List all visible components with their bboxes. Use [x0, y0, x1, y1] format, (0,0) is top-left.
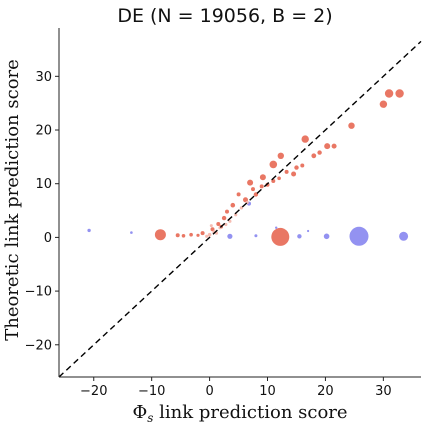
x-tick-label--10: −10	[138, 384, 165, 399]
scatter-point-s0-7	[277, 152, 284, 159]
scatter-point-s2-1	[399, 231, 409, 241]
scatter-point-s0-27	[259, 184, 264, 189]
scatter-point-s0-0	[395, 89, 404, 98]
plot-area	[58, 40, 422, 378]
scatter-point-s2-10	[254, 234, 258, 238]
scatter-point-s0-15	[284, 169, 289, 174]
y-axis-label: Theoretic link prediction score	[2, 59, 23, 341]
scatter-point-s1-7	[239, 206, 243, 210]
scatter-point-s0-18	[236, 192, 241, 197]
scatter-point-s2-9	[307, 229, 310, 233]
x-tick-label-0: 0	[205, 384, 213, 399]
scatter-point-s2-8	[275, 226, 278, 229]
y-tick-label--10: −10	[25, 285, 52, 300]
scatter-point-s0-5	[331, 143, 337, 149]
scatter-point-s0-9	[259, 174, 266, 181]
scatter-point-s0-31	[277, 176, 281, 181]
scatter-point-s2-5	[87, 228, 91, 233]
scatter-point-s2-4	[227, 233, 233, 239]
scatter-point-s0-10	[247, 179, 254, 186]
scatter-point-s0-4	[324, 143, 331, 150]
scatter-point-s1-0	[207, 232, 212, 237]
scatter-point-s0-30	[251, 187, 255, 192]
scatter-point-s0-20	[225, 209, 229, 214]
x-tick-label-30: 30	[375, 384, 392, 399]
scatter-point-s0-33	[271, 227, 290, 246]
y-axis-ticks: −20 −10 0 10 20 30	[25, 70, 59, 353]
x-axis-ticks: −20 −10 0 10 20 30	[80, 377, 392, 399]
scatter-point-s0-19	[230, 202, 236, 208]
scatter-point-s0-11	[311, 153, 317, 159]
x-tick-label-20: 20	[317, 384, 334, 399]
scatter-point-s0-37	[196, 233, 200, 237]
scatter-point-s0-2	[379, 100, 388, 108]
y-tick-label-20: 20	[35, 124, 52, 139]
x-axis-label-rest: link prediction score	[153, 402, 347, 423]
x-axis-label-phi: Φ	[132, 402, 147, 423]
scatter-point-s0-21	[221, 215, 227, 221]
scatter-point-s0-34	[175, 233, 180, 238]
scatter-point-s2-6	[130, 231, 133, 234]
scatter-point-s0-36	[189, 232, 193, 237]
y-tick-label-10: 10	[35, 177, 52, 192]
scatter-point-s0-13	[294, 165, 299, 170]
scatter-point-s0-35	[181, 234, 186, 238]
scatter-point-s2-3	[297, 234, 302, 239]
scatter-point-s0-23	[210, 227, 215, 232]
scatter-point-s0-3	[348, 122, 355, 129]
x-axis-label: Φs link prediction score	[132, 402, 347, 423]
x-tick-label--20: −20	[80, 384, 107, 399]
scatter-point-s0-22	[216, 222, 221, 226]
scatter-point-s1-10	[209, 224, 213, 228]
x-tick-label-10: 10	[259, 384, 276, 399]
y-tick-label--20: −20	[25, 338, 52, 353]
scatter-point-s1-9	[205, 234, 209, 238]
y-tick-label-0: 0	[44, 231, 52, 246]
scatter-point-s0-32	[154, 229, 166, 241]
identity-reference-line	[58, 40, 422, 378]
scatter-point-s2-2	[323, 233, 330, 240]
scatter-point-s0-14	[291, 171, 297, 177]
scatter-point-s0-1	[384, 89, 394, 98]
scatter-point-s0-8	[269, 160, 278, 169]
scatter-point-s0-6	[301, 135, 309, 143]
scatter-point-s2-0	[349, 226, 369, 246]
scatter-point-s1-5	[228, 219, 232, 223]
scatter-point-s0-16	[300, 163, 305, 168]
scatter-point-s0-12	[317, 150, 322, 155]
scatter-point-s0-24	[200, 231, 205, 236]
y-tick-label-30: 30	[35, 70, 52, 85]
chart-title: DE (N = 19056, B = 2)	[117, 5, 332, 27]
x-axis-label-subscript: s	[147, 411, 153, 423]
scatter-point-s1-6	[234, 213, 238, 217]
